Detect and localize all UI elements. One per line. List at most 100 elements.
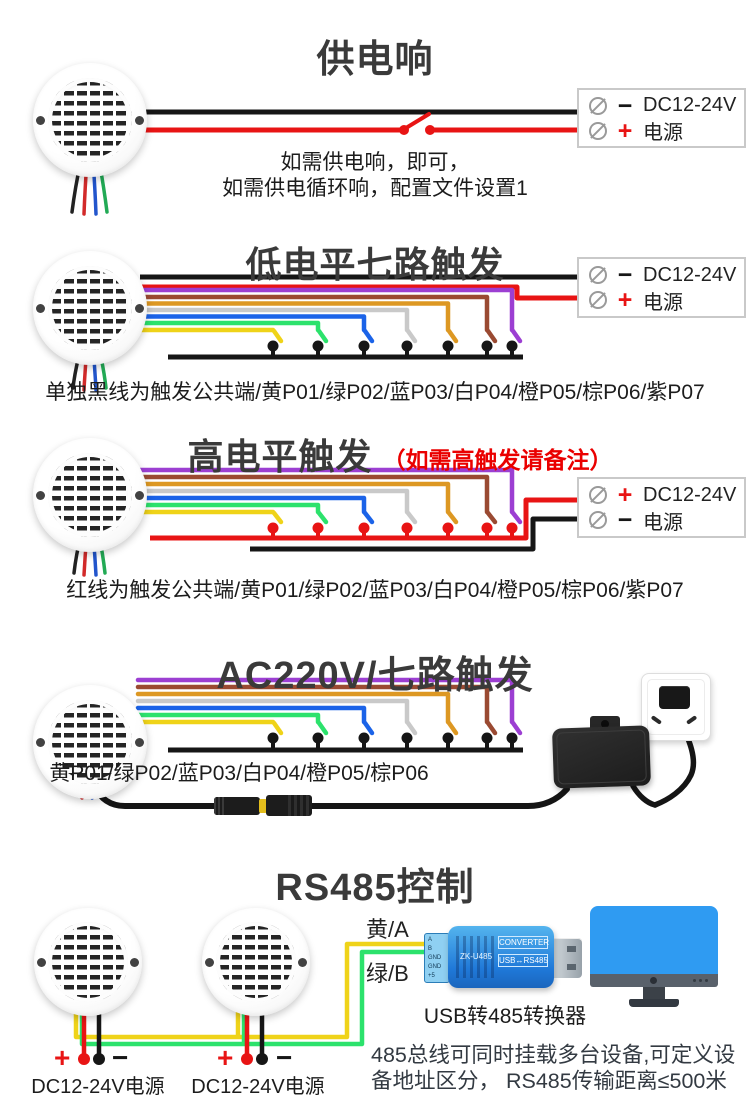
switch-contact-dot bbox=[358, 522, 370, 534]
trigger-wire-绿P02 bbox=[135, 712, 321, 725]
power-terminal-block: − DC12-24V + 电源 bbox=[577, 88, 746, 148]
converter-pin-label: B bbox=[428, 945, 432, 952]
ac220-caption: 黄P01/绿P02/蓝P03/白P04/橙P05/棕P06 bbox=[49, 762, 429, 785]
switch-contact-dot bbox=[267, 340, 279, 352]
trigger-wire-棕P06 bbox=[135, 294, 490, 333]
wall-socket bbox=[641, 673, 711, 741]
switch-lever bbox=[362, 510, 375, 525]
s5-plus-dot bbox=[241, 1053, 253, 1065]
speaker-grille bbox=[48, 922, 128, 1002]
polarity-sign: + bbox=[617, 116, 633, 145]
rs485-note-line1: 485总线可同时挂载多台设备,可定义设 bbox=[371, 1043, 736, 1067]
speaker-grille bbox=[47, 77, 133, 163]
power-adapter bbox=[551, 725, 652, 789]
terminal-row: + DC12-24V bbox=[589, 481, 744, 509]
section-title-rs485: RS485控制 bbox=[275, 867, 475, 909]
power-note-line1: 如需供电响，即可， bbox=[280, 151, 470, 174]
speaker-grille bbox=[216, 922, 296, 1002]
switch-contact-dot bbox=[358, 732, 370, 744]
switch-lever bbox=[362, 328, 375, 344]
trigger-wire-紫P07 bbox=[135, 287, 515, 333]
speaker bbox=[33, 63, 147, 177]
screw-terminal-icon bbox=[589, 266, 607, 284]
mounting-hole bbox=[298, 957, 307, 967]
trigger-wire-棕P06 bbox=[135, 474, 490, 515]
switch-contact-dot bbox=[401, 340, 413, 352]
switch-lever bbox=[510, 720, 523, 736]
s5-minus-dot bbox=[256, 1053, 268, 1065]
trigger-wire-橙P05 bbox=[135, 301, 451, 333]
speaker bbox=[202, 908, 310, 1016]
mounting-hole bbox=[205, 957, 214, 967]
usb-contact-slot bbox=[567, 946, 576, 952]
section-title-ac220: AC220V/七路触发 bbox=[216, 655, 534, 697]
trigger-wire-棕P06 bbox=[135, 684, 490, 725]
switch-lever bbox=[446, 510, 459, 525]
computer-monitor-bezel bbox=[590, 974, 718, 987]
switch-contact-dot bbox=[481, 340, 493, 352]
terminal-label: DC12-24V bbox=[643, 94, 737, 116]
converter-pin-label: GND bbox=[428, 954, 442, 961]
switch-contact-dot bbox=[442, 340, 454, 352]
terminal-row: − DC12-24V bbox=[589, 261, 744, 289]
s4-power-cable-right bbox=[307, 786, 570, 809]
switch-lever bbox=[510, 328, 523, 344]
terminal-label: 电源 bbox=[643, 511, 683, 534]
s3-red-common-bus bbox=[150, 497, 578, 541]
trigger-wire-橙P05 bbox=[135, 481, 451, 515]
terminal-label: DC12-24V bbox=[643, 263, 737, 286]
mounting-hole bbox=[135, 115, 144, 125]
trigger-wire-蓝P03 bbox=[135, 314, 367, 333]
trigger-wire-白P04 bbox=[135, 307, 410, 333]
terminal-label: 电源 bbox=[643, 122, 683, 144]
converter-pin-label: GND bbox=[428, 963, 442, 970]
switch-contact-dot bbox=[506, 522, 518, 534]
converter-model-text: ZK-U485 bbox=[460, 952, 493, 961]
switch-contact-dot bbox=[481, 522, 493, 534]
switch-lever bbox=[271, 510, 284, 525]
wire-a-label: 黄/A bbox=[366, 917, 409, 942]
switch-lever bbox=[271, 720, 284, 736]
switch-lever bbox=[316, 328, 329, 344]
s5-yellow-a-wire bbox=[73, 941, 427, 1040]
switch-lever bbox=[510, 510, 523, 525]
section-title-low-level: 低电平七路触发 bbox=[245, 244, 505, 285]
low-level-caption: 单独黑线为触发公共端/黄P01/绿P02/蓝P03/白P04/橙P05/棕P06… bbox=[45, 381, 705, 404]
minus-sign: − bbox=[112, 1042, 129, 1073]
usb-rs485-converter: ZK-U485 CONVERTER USB↔RS485 bbox=[448, 926, 554, 988]
speaker-grille bbox=[47, 699, 133, 785]
section-title-power: 供电响 bbox=[316, 39, 434, 81]
speaker-grille bbox=[47, 265, 133, 351]
switch-lever bbox=[405, 720, 418, 736]
converter-label: USB转485转换器 bbox=[423, 1005, 587, 1028]
plus-sign: + bbox=[54, 1042, 71, 1073]
converter-terminal-block: A B GND GND +5 bbox=[424, 933, 450, 983]
high-level-caption: 红线为触发公共端/黄P01/绿P02/蓝P03/白P04/橙P05/棕P06/紫… bbox=[66, 579, 684, 602]
converter-pin-label: +5 bbox=[428, 972, 435, 979]
switch-lever bbox=[405, 510, 418, 525]
polarity-sign: + bbox=[617, 481, 633, 509]
switch-lever bbox=[271, 328, 284, 344]
switch-lever bbox=[316, 720, 329, 736]
converter-pin-label: A bbox=[428, 936, 432, 943]
computer-monitor-stand bbox=[643, 987, 665, 1001]
switch-contact-dot bbox=[401, 522, 413, 534]
mounting-hole bbox=[36, 115, 45, 125]
switch-lever bbox=[446, 720, 459, 736]
polarity-sign: − bbox=[617, 91, 633, 120]
polarity-sign: − bbox=[617, 261, 633, 289]
s4-adapter-cord bbox=[630, 783, 658, 808]
mounting-hole bbox=[135, 490, 144, 500]
switch-contact-dot bbox=[401, 732, 413, 744]
mounting-hole bbox=[36, 737, 45, 747]
power-plug bbox=[659, 686, 690, 709]
high-level-warning-note: （如需高触发请备注） bbox=[382, 447, 613, 473]
mounting-hole bbox=[135, 303, 144, 313]
screw-terminal-icon bbox=[589, 486, 607, 504]
screw-terminal-icon bbox=[589, 291, 607, 309]
switch-lever bbox=[446, 328, 459, 344]
computer-monitor-screen bbox=[590, 906, 718, 974]
switch-contact-dot bbox=[358, 340, 370, 352]
section-title-high-level: 高电平触发 （如需高触发请备注） bbox=[50, 428, 750, 480]
